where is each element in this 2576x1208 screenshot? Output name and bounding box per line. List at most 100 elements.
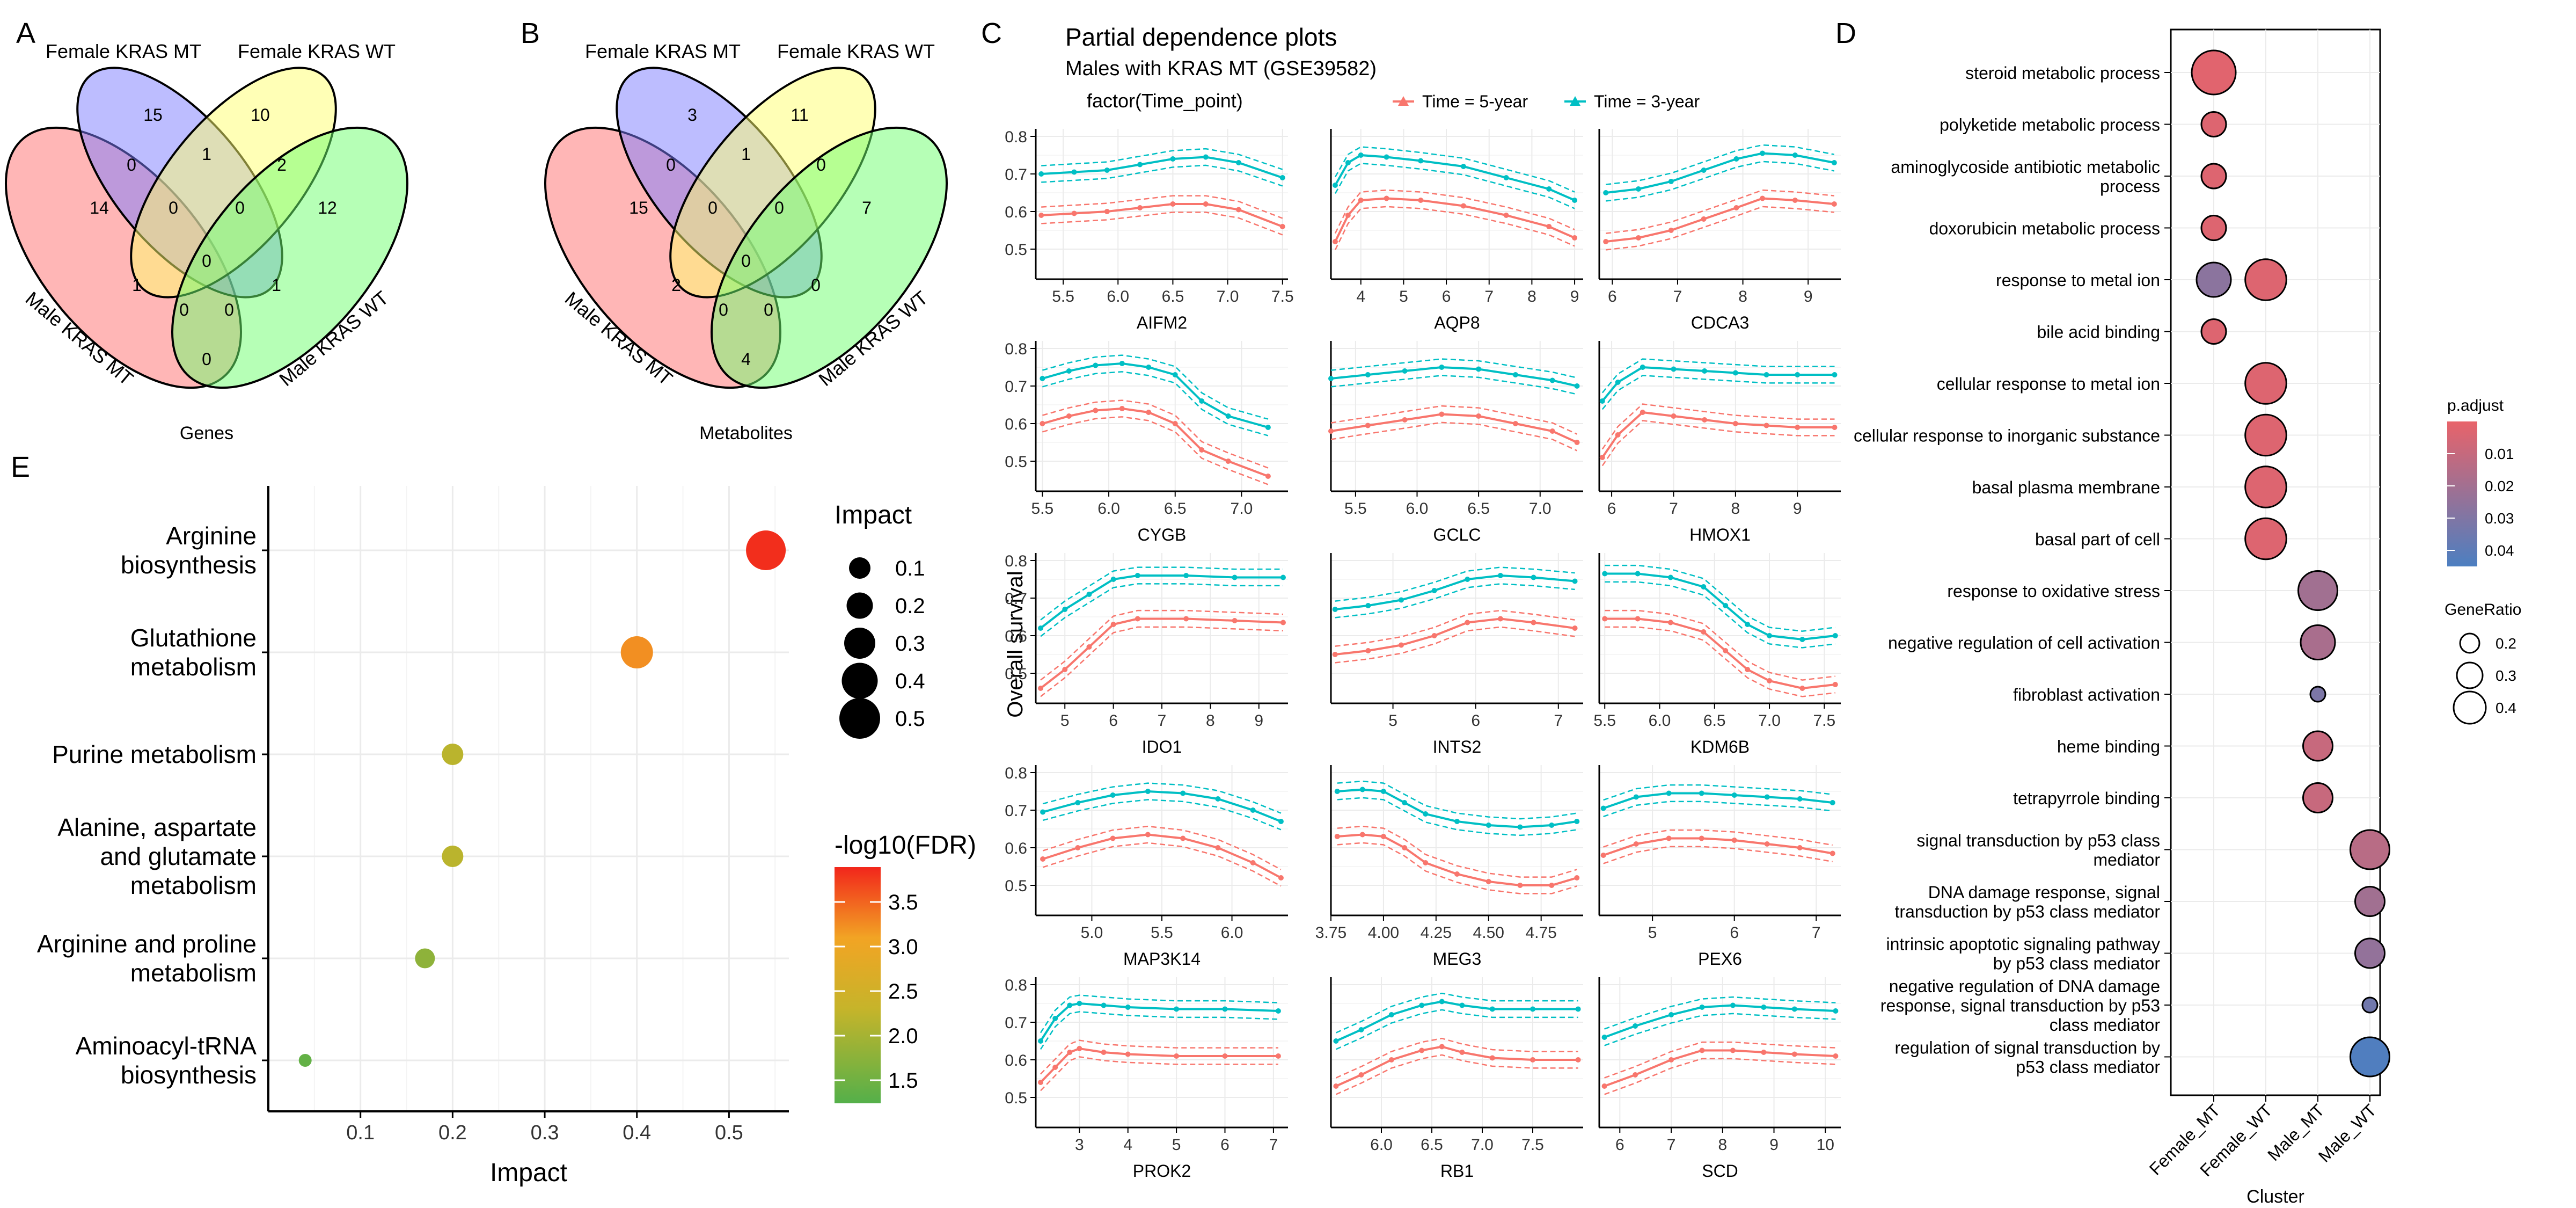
pdp-facet-bg (1599, 553, 1841, 703)
pdp-xtick-label: 9 (1793, 500, 1802, 518)
pdp-ci-lower-time-5yr (1042, 416, 1269, 485)
pdp-ci-lower-time-3yr (1042, 371, 1269, 436)
dotplot-size-legend-title: GeneRatio (2445, 601, 2521, 618)
pdp-point-time-3yr (1067, 1002, 1073, 1008)
pdp-point-time-5yr (1761, 1050, 1767, 1055)
venn-label-female-wt: Female KRAS WT (777, 40, 935, 62)
bubble-point (442, 744, 464, 765)
dotplot-point (2200, 318, 2227, 345)
pdp-facet-bg (1599, 977, 1841, 1127)
dotplot-term-label: intrinsic apoptotic signaling pathway (1886, 935, 2160, 954)
pdp-point-time-5yr (1701, 216, 1707, 222)
pdp-point-time-3yr (1503, 175, 1509, 180)
dotplot-point (2244, 413, 2287, 457)
dotplot-point (2302, 730, 2333, 762)
pdp-facet-name: MAP3K14 (1123, 949, 1201, 969)
pdp-point-time-5yr (1489, 1055, 1495, 1061)
pdp-point-time-5yr (1512, 421, 1518, 426)
pdp-xtick-label: 8 (1731, 500, 1740, 518)
pdp-point-time-3yr (1791, 1006, 1797, 1012)
pdp-point-time-5yr (1699, 835, 1704, 841)
dotplot-xtick-label: Male_WT (2315, 1100, 2380, 1166)
venn-count-mm-fw-mw: 0 (224, 300, 234, 319)
pdp-point-time-5yr (1795, 425, 1801, 430)
pdp-point-time-3yr (1668, 179, 1674, 184)
dotplot-term-label: signal transduction by p53 class (1916, 831, 2160, 850)
venn-count-female-mt-only: 3 (687, 105, 697, 125)
venn-caption: Genes (180, 423, 233, 443)
pdp-ci-lower-time-5yr (1040, 1056, 1278, 1091)
pdp-point-time-3yr (1180, 790, 1186, 796)
pdp-ci-upper-time-3yr (1335, 992, 1578, 1034)
pdp-line-time-5yr (1605, 197, 1834, 243)
pdp-line-time-5yr (1040, 617, 1284, 689)
pdp-point-time-5yr (1418, 198, 1424, 203)
pdp-point-time-5yr (1119, 406, 1125, 411)
pdp-point-time-3yr (1512, 372, 1518, 377)
pdp-point-time-5yr (1763, 423, 1769, 428)
pdp-ytick-label: 0.7 (1005, 802, 1027, 820)
pdp-point-time-5yr (1832, 682, 1838, 687)
pdp-point-time-5yr (1145, 832, 1151, 838)
pdp-point-time-3yr (1764, 794, 1770, 800)
pdp-ytick-label: 0.5 (1005, 877, 1027, 895)
dotplot-point (2300, 624, 2336, 660)
pdp-point-time-5yr (1183, 616, 1189, 622)
pdp-ci-lower-time-5yr (1330, 421, 1578, 452)
bubble-pathway-label: Alanine, aspartate (57, 813, 257, 841)
pdp-point-time-5yr (1600, 853, 1606, 858)
pdp-facet-name: RB1 (1440, 1161, 1474, 1181)
dotplot-term-label: fibroblast activation (2013, 685, 2160, 704)
bubble-color-tick-label: 3.5 (888, 891, 918, 914)
pdp-ci-lower-time-5yr (1606, 206, 1834, 251)
pdp-point-time-5yr (1640, 410, 1645, 415)
pdp-point-time-5yr (1574, 875, 1580, 880)
pdp-point-time-5yr (1232, 618, 1238, 623)
pdp-point-time-3yr (1439, 999, 1445, 1005)
pdp-point-time-3yr (1799, 637, 1805, 642)
bubble-pathway-label: biosynthesis (121, 1061, 257, 1089)
pdp-point-time-5yr (1572, 625, 1578, 631)
pdp-point-time-5yr (1485, 879, 1491, 884)
pdp-point-time-5yr (1137, 205, 1143, 210)
bubble-xlabel: Impact (490, 1159, 567, 1187)
pdp-ylabel: Overall survival (1004, 571, 1027, 717)
pdp-point-time-3yr (1280, 574, 1286, 580)
bubble-pathway-label: Glutathione (130, 624, 257, 652)
pdp-ci-upper-time-3yr (1604, 996, 1836, 1030)
pdp-point-time-5yr (1635, 616, 1641, 622)
pdp-point-time-3yr (1101, 1002, 1107, 1008)
pdp-point-time-3yr (1423, 811, 1429, 817)
pdp-point-time-3yr (1833, 1008, 1839, 1014)
pdp-point-time-3yr (1732, 370, 1738, 376)
pdp-point-time-3yr (1601, 1035, 1607, 1040)
bubble-point (298, 1054, 312, 1067)
pdp-point-time-5yr (1497, 616, 1503, 622)
pdp-xtick-label: 9 (1570, 288, 1579, 305)
dotplot-point (2350, 829, 2390, 870)
pdp-point-time-5yr (1110, 835, 1116, 841)
pdp-point-time-5yr (1792, 198, 1798, 203)
pdp-point-time-5yr (1135, 616, 1140, 622)
pdp-xtick-label: 7.0 (1758, 712, 1781, 730)
pdp-xtick-label: 5.5 (1052, 288, 1074, 305)
bubble-size-key (841, 663, 878, 699)
venn-count-fm-fw: 1 (741, 144, 751, 164)
dotplot-term-label: aminoglycoside antibiotic metabolic (1891, 157, 2160, 177)
panel-label-d: D (1835, 17, 1856, 49)
pdp-point-time-3yr (1635, 571, 1641, 577)
pdp-point-time-5yr (1077, 1046, 1082, 1051)
pathway-bubble-chart: 0.1 0.2 0.3 0.4 0.5ImpactArgininebiosynthesi… (37, 486, 976, 1187)
pdp-point-time-5yr (1832, 425, 1838, 430)
pdp-ci-upper-time-3yr (1040, 566, 1283, 621)
pdp-ci-upper-time-5yr (1042, 399, 1269, 469)
pdp-point-time-3yr (1531, 574, 1536, 580)
bubble-size-key (849, 557, 870, 579)
pdp-point-time-3yr (1358, 1027, 1364, 1032)
pdp-line-time-3yr (1040, 574, 1283, 629)
venn-count-mm-mw: 0 (202, 350, 211, 369)
pdp-point-time-3yr (1635, 186, 1641, 192)
pdp-xtick-label: 8 (1527, 288, 1536, 305)
pdp-point-time-3yr (1615, 380, 1621, 385)
pdp-ci-upper-time-5yr (1603, 829, 1833, 848)
